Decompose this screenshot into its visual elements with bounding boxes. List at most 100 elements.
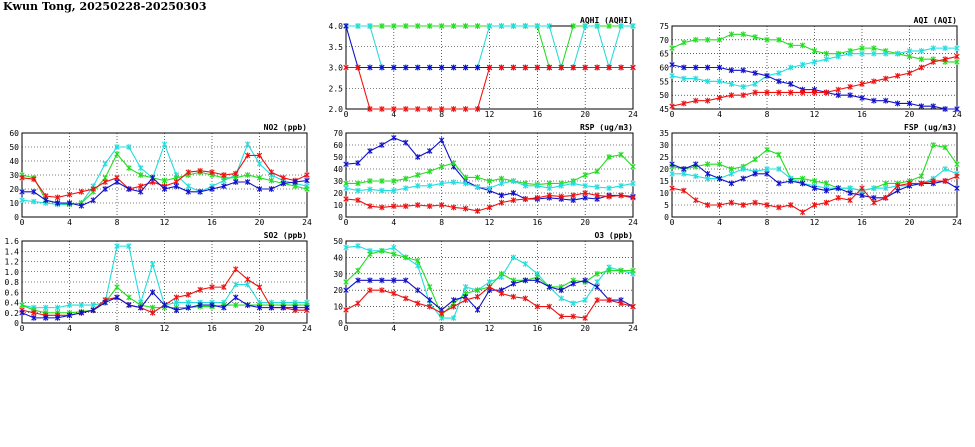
data-point <box>669 72 675 79</box>
data-point <box>669 103 675 110</box>
y-tick-label: 0 <box>14 319 19 328</box>
data-point <box>693 197 699 204</box>
data-point <box>728 92 735 99</box>
data-point <box>138 304 144 311</box>
data-point <box>114 179 120 185</box>
data-point <box>498 192 505 199</box>
data-point <box>54 314 61 321</box>
data-point <box>292 304 298 311</box>
data-point <box>403 23 409 29</box>
chart-title: RSP (ug/m3) <box>580 123 633 132</box>
data-point <box>391 23 397 29</box>
data-point <box>498 199 505 206</box>
data-point <box>752 70 758 76</box>
data-point <box>594 284 600 290</box>
data-point <box>570 313 576 320</box>
data-point <box>486 23 493 29</box>
data-point <box>630 194 636 201</box>
data-point <box>304 177 310 184</box>
data-point <box>728 81 735 87</box>
y-tick-label: 65 <box>659 50 669 59</box>
x-tick-label: 0 <box>20 218 25 227</box>
data-point <box>883 185 889 192</box>
data-point <box>894 72 901 79</box>
y-tick-label: 50 <box>333 237 343 246</box>
x-tick-label: 16 <box>533 218 543 227</box>
data-point <box>474 208 481 214</box>
data-point <box>681 64 687 71</box>
data-point <box>630 267 636 274</box>
data-point <box>78 302 85 308</box>
data-point <box>244 172 251 178</box>
data-point <box>954 161 960 168</box>
data-point <box>462 64 469 71</box>
data-point <box>823 50 830 57</box>
data-point <box>883 75 889 82</box>
data-point <box>752 199 758 206</box>
data-point <box>233 179 239 185</box>
data-point <box>606 193 612 200</box>
data-point <box>546 185 552 192</box>
data-point <box>930 59 936 65</box>
data-point <box>847 197 853 204</box>
data-point <box>415 257 421 264</box>
data-point <box>594 297 600 303</box>
y-tick-label: 75 <box>659 22 669 31</box>
data-point <box>415 23 421 29</box>
data-point <box>522 196 529 202</box>
data-point <box>438 106 445 112</box>
data-point <box>669 45 675 52</box>
data-point <box>594 270 600 277</box>
x-tick-label: 12 <box>485 110 495 119</box>
data-point <box>126 186 132 192</box>
data-point <box>403 106 409 112</box>
data-point <box>427 23 433 29</box>
x-tick-label: 8 <box>115 324 120 333</box>
data-point <box>415 172 421 178</box>
x-tick-label: 4 <box>67 324 72 333</box>
data-point <box>438 137 445 144</box>
x-tick-label: 4 <box>391 110 396 119</box>
data-point <box>799 209 806 216</box>
data-point <box>704 161 711 168</box>
data-point <box>221 183 227 190</box>
data-point <box>942 106 948 112</box>
data-point <box>256 152 263 159</box>
data-point <box>66 191 73 198</box>
data-point <box>244 152 251 159</box>
data-point <box>415 64 421 71</box>
data-point <box>918 64 925 71</box>
data-point <box>594 168 600 175</box>
y-tick-label: 25 <box>659 153 669 162</box>
data-point <box>486 204 493 211</box>
data-point <box>486 185 493 192</box>
data-point <box>19 197 25 204</box>
data-point <box>462 297 469 303</box>
data-point <box>594 184 600 190</box>
data-point <box>343 279 349 285</box>
x-tick-label: 12 <box>160 218 170 227</box>
x-tick-label: 16 <box>857 218 867 227</box>
data-point <box>716 175 723 182</box>
y-tick-label: 20 <box>659 165 669 174</box>
data-point <box>582 190 588 196</box>
data-point <box>415 300 421 307</box>
data-point <box>776 204 782 211</box>
data-point <box>355 243 361 249</box>
data-point <box>618 267 624 274</box>
data-point <box>835 86 841 93</box>
data-point <box>883 194 889 201</box>
x-tick-label: 0 <box>20 324 25 333</box>
x-tick-label: 0 <box>344 110 349 119</box>
chart-no2: NO2 (ppb) 0 4 8 12 16 20 24 0 10 20 30 40 50 60 <box>9 123 312 227</box>
data-point <box>522 64 529 71</box>
data-point <box>498 290 505 297</box>
x-tick-label: 8 <box>765 218 770 227</box>
data-point <box>546 303 552 310</box>
data-point <box>244 281 251 288</box>
data-point <box>906 180 913 187</box>
data-point <box>823 56 830 63</box>
x-tick-label: 8 <box>439 324 444 333</box>
data-point <box>954 53 960 60</box>
